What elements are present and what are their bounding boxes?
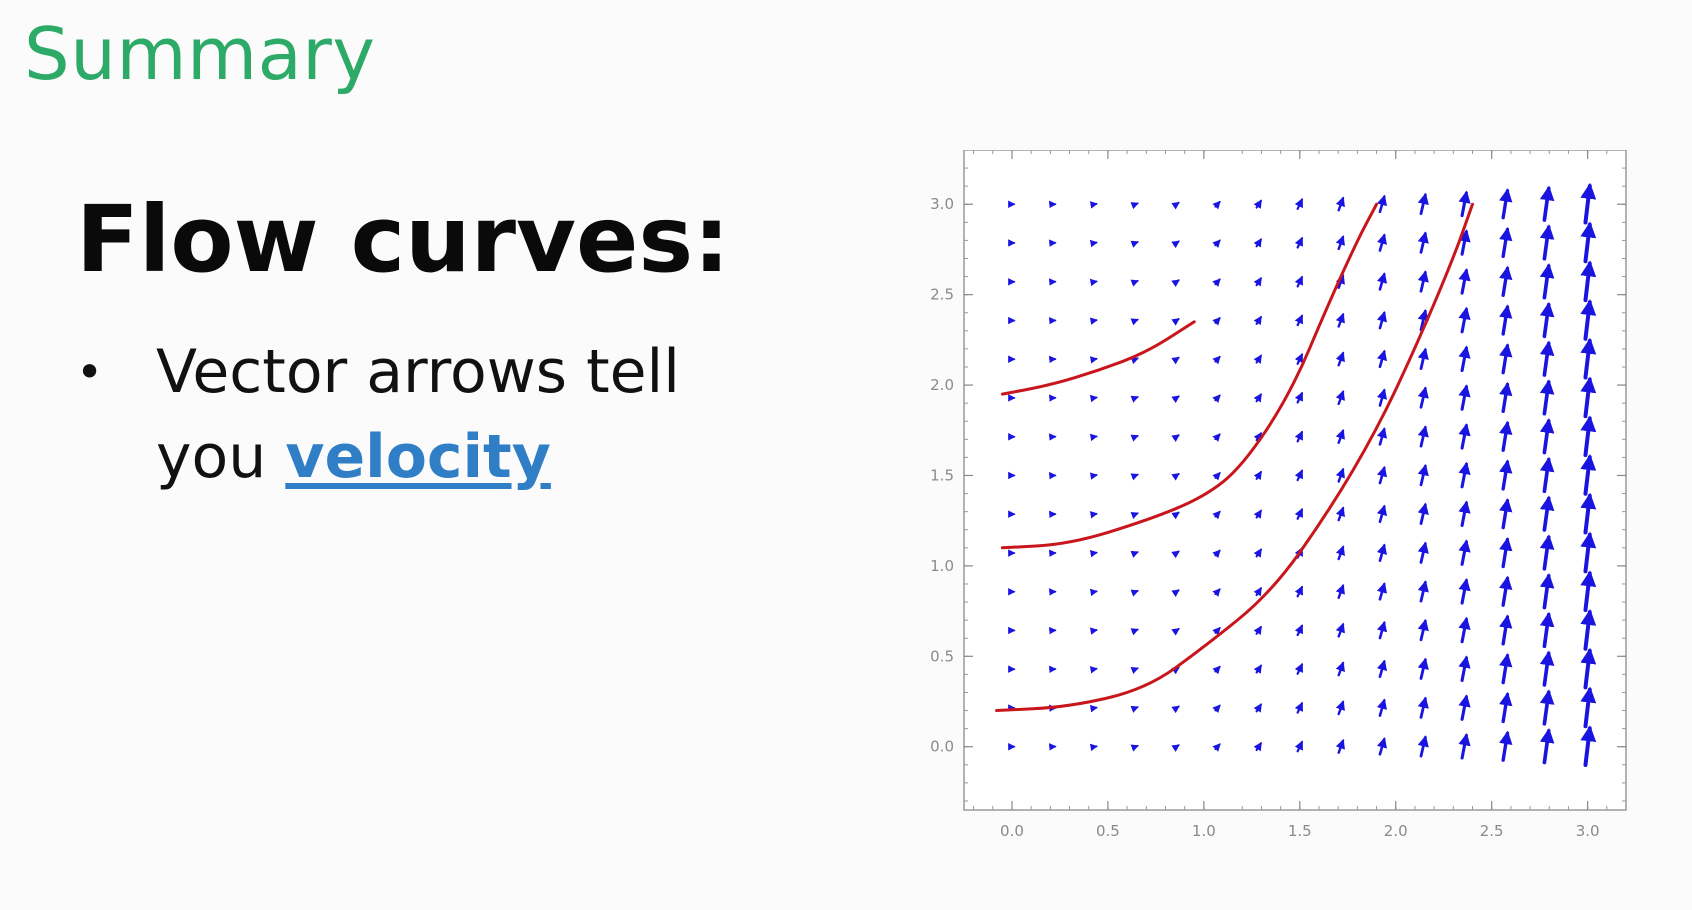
velocity-highlight: velocity: [285, 422, 551, 492]
field-arrow: [1092, 591, 1096, 592]
y-tick-label: 2.0: [930, 376, 954, 394]
x-tick-label: 1.0: [1192, 822, 1216, 840]
plot-frame: [964, 150, 1626, 810]
y-tick-label: 2.5: [930, 286, 954, 304]
slide-heading: Flow curves:: [76, 186, 730, 293]
field-arrow: [1092, 204, 1096, 205]
field-arrow: [1092, 398, 1096, 399]
y-tick-label: 1.0: [930, 557, 954, 575]
field-arrow: [1092, 669, 1096, 670]
x-tick-label: 0.5: [1096, 822, 1120, 840]
y-tick-label: 3.0: [930, 195, 954, 213]
field-arrow: [1092, 475, 1096, 476]
x-tick-label: 0.0: [1000, 822, 1024, 840]
vector-field-svg: 0.0 0.5 1.0 1.5 2.0 2.5 3.0 0.0 0.5 1.0 1.5 2.0 2.5 3…: [900, 150, 1692, 906]
x-tick-label: 2.5: [1480, 822, 1504, 840]
bullet-text: Vector arrows tell you velocity: [156, 330, 776, 500]
x-tick-label: 3.0: [1576, 822, 1600, 840]
slide-title: Summary: [24, 12, 375, 96]
field-arrow: [1092, 320, 1096, 321]
field-arrow: [1092, 708, 1096, 709]
field-arrow: [1092, 243, 1096, 244]
field-arrow: [1092, 553, 1096, 554]
field-arrow: [1092, 514, 1096, 515]
y-tick-label: 0.0: [930, 738, 954, 756]
x-tick-label: 2.0: [1384, 822, 1408, 840]
y-tick-label: 1.5: [930, 466, 954, 484]
field-arrow: [1092, 359, 1096, 360]
field-arrow: [1092, 281, 1096, 282]
field-arrow: [1092, 746, 1096, 747]
y-tick-label: 0.5: [930, 647, 954, 665]
bullet-marker: •: [76, 330, 103, 415]
field-arrow: [1092, 436, 1096, 437]
field-arrow: [1092, 630, 1096, 631]
x-tick-label: 1.5: [1288, 822, 1312, 840]
vector-field-plot: 0.0 0.5 1.0 1.5 2.0 2.5 3.0 0.0 0.5 1.0 1.5 2.0 2.5 3…: [900, 150, 1692, 906]
